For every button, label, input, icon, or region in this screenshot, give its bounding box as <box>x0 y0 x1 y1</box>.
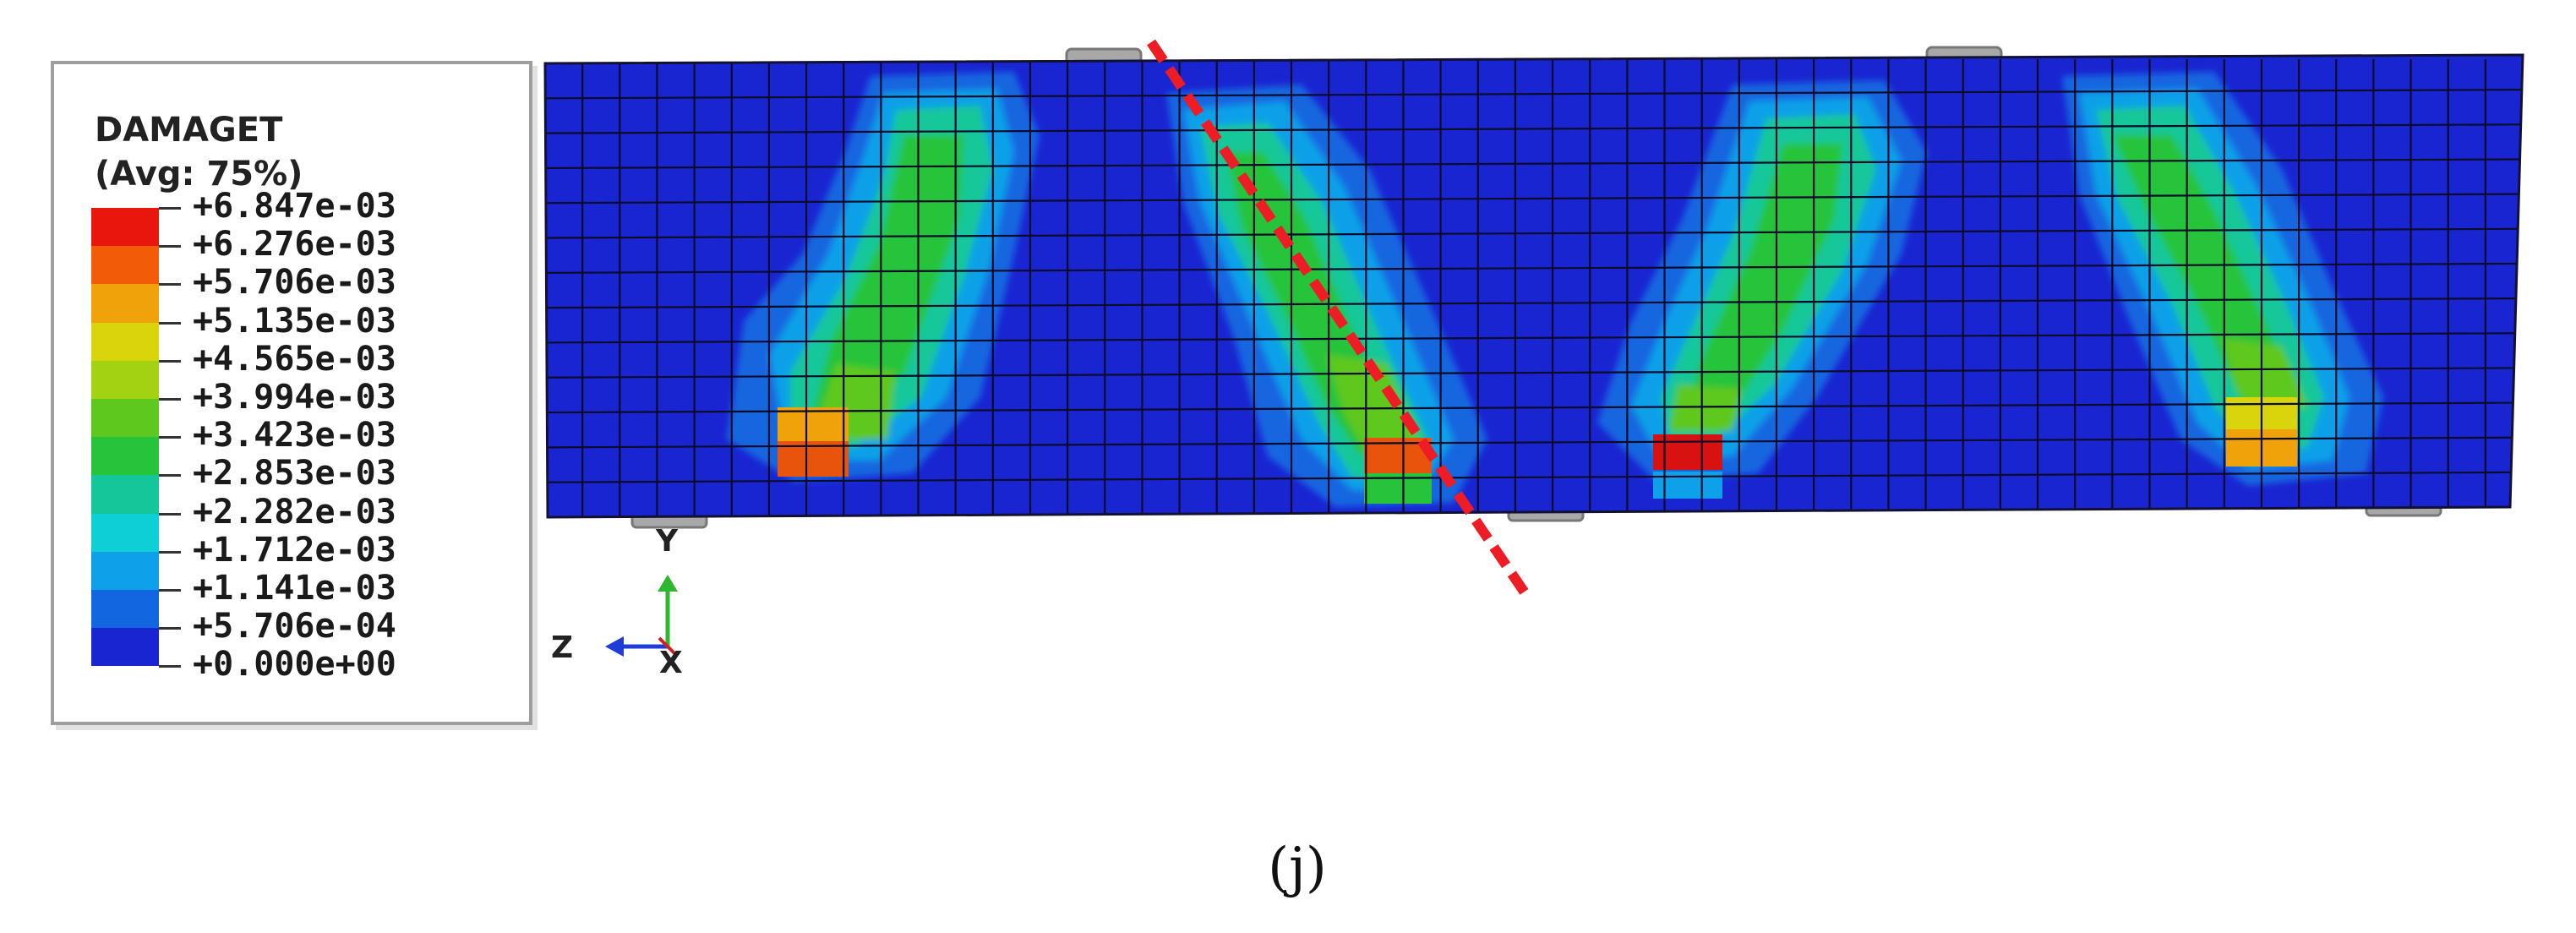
legend-value-label: +6.276e-03 <box>193 225 396 265</box>
z-axis-arrowhead <box>605 636 624 657</box>
legend-tick <box>159 436 181 439</box>
legend-color-swatch <box>91 360 159 399</box>
legend-value-label: +6.847e-03 <box>193 187 396 226</box>
legend-value-label: +1.141e-03 <box>193 569 396 608</box>
legend-tick <box>159 283 181 286</box>
mesh-line-horizontal <box>545 123 2523 134</box>
damage-zone-1 <box>727 72 1040 482</box>
element-damage-3a <box>1653 434 1722 470</box>
mesh-line-horizontal <box>545 193 2523 205</box>
panel-label: (j) <box>1268 837 1327 899</box>
x-axis-label: X <box>659 646 683 680</box>
crack-path-line <box>1147 39 1534 603</box>
legend-value-label: +1.712e-03 <box>193 530 396 570</box>
legend-tick <box>159 359 181 363</box>
coordinate-triad: Y Z X <box>551 524 683 680</box>
mesh-line-horizontal <box>545 332 2523 344</box>
element-damage-1a <box>778 407 849 441</box>
legend-tick <box>159 474 181 477</box>
legend-tick <box>159 512 181 516</box>
y-axis-arrowhead <box>658 575 678 592</box>
legend-tick <box>159 245 181 248</box>
mesh-line-horizontal <box>545 297 2523 309</box>
legend-color-swatch <box>91 590 159 629</box>
legend-color-swatch <box>91 246 159 285</box>
legend-subtitle: (Avg: 75%) <box>95 155 303 194</box>
legend-tick <box>159 398 181 401</box>
legend-value-label: +2.282e-03 <box>193 492 396 532</box>
damage-zone-4 <box>2062 72 2383 486</box>
legend-color-swatch <box>91 475 159 514</box>
legend-value-label: +2.853e-03 <box>193 454 396 494</box>
legend-value-label: +5.135e-03 <box>193 301 396 341</box>
damage-zone-3 <box>1597 80 1927 482</box>
legend-color-swatch <box>91 513 159 552</box>
mesh-line-horizontal <box>545 367 2523 379</box>
mesh-line-horizontal <box>545 471 2523 483</box>
legend-color-swatch <box>91 437 159 476</box>
mesh-line-horizontal <box>545 89 2523 100</box>
legend-value-label: +3.423e-03 <box>193 416 396 456</box>
beam-body <box>545 55 2523 517</box>
y-axis-label: Y <box>655 524 679 559</box>
z-axis-label: Z <box>551 630 573 665</box>
legend-color-swatch <box>91 399 159 438</box>
legend-value-label: +5.706e-03 <box>193 263 396 303</box>
legend-tick <box>159 550 181 554</box>
mesh-line-horizontal <box>545 401 2523 414</box>
mesh-line-horizontal <box>545 227 2523 239</box>
legend-tick <box>159 665 181 668</box>
legend-color-swatch <box>91 322 159 361</box>
legend-value-label: +3.994e-03 <box>193 378 396 417</box>
legend-color-swatch <box>91 628 159 667</box>
fe-mesh <box>545 59 2523 517</box>
legend-tick <box>159 207 181 210</box>
legend-tick <box>159 321 181 325</box>
legend-color-swatch <box>91 208 159 247</box>
mesh-line-horizontal <box>545 436 2523 449</box>
mesh-line-horizontal <box>545 262 2523 274</box>
mesh-line-horizontal <box>545 158 2523 170</box>
legend-color-swatch <box>91 284 159 323</box>
legend-value-label: +5.706e-04 <box>193 607 396 647</box>
legend-value-label: +4.565e-03 <box>193 339 396 379</box>
legend-title: DAMAGET <box>95 111 283 150</box>
legend-tick <box>159 627 181 630</box>
legend-value-label: +0.000e+00 <box>193 645 396 685</box>
beam-outline <box>543 53 2524 519</box>
legend-color-swatch <box>91 551 159 590</box>
color-legend: DAMAGET (Avg: 75%) +6.847e-03 +6.276e-03 +… <box>51 61 532 725</box>
legend-tick <box>159 589 181 592</box>
x-axis-marker <box>658 636 678 657</box>
